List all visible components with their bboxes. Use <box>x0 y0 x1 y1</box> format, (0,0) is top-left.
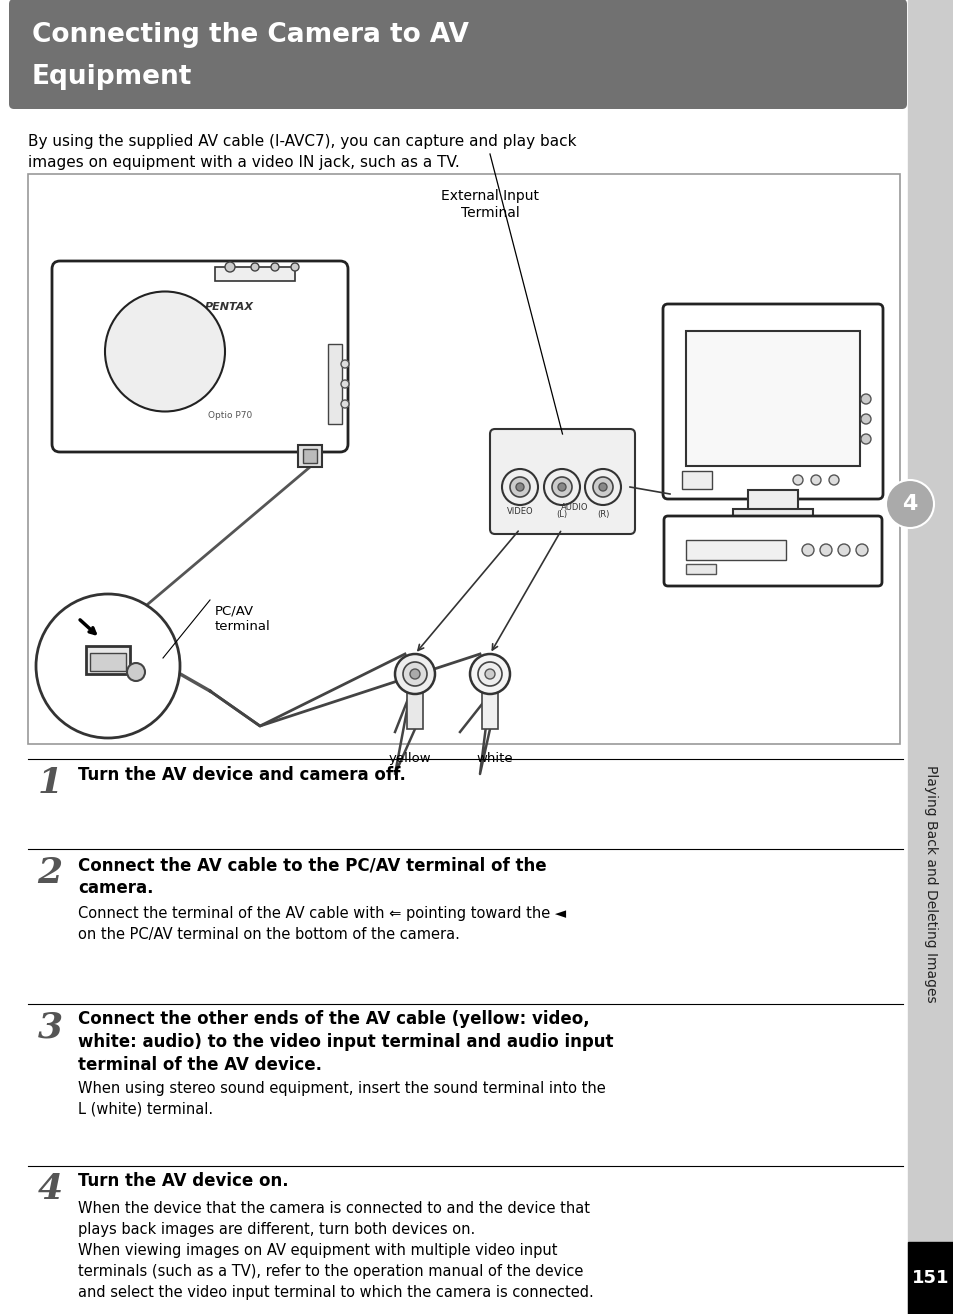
Circle shape <box>340 380 349 388</box>
Circle shape <box>510 477 530 497</box>
Circle shape <box>558 484 565 491</box>
Bar <box>28 173 899 744</box>
Circle shape <box>828 474 838 485</box>
Circle shape <box>861 434 870 444</box>
Bar <box>214 267 294 281</box>
Circle shape <box>861 414 870 424</box>
FancyBboxPatch shape <box>662 304 882 499</box>
Text: Equipment: Equipment <box>32 64 193 89</box>
Bar <box>86 646 130 674</box>
Bar <box>732 509 812 519</box>
Text: Playing Back and Deleting Images: Playing Back and Deleting Images <box>923 765 937 1003</box>
Bar <box>303 449 316 463</box>
Text: By using the supplied AV cable (I-AVC7), you can capture and play back
images on: By using the supplied AV cable (I-AVC7),… <box>28 134 576 170</box>
Circle shape <box>543 469 579 505</box>
Circle shape <box>340 360 349 368</box>
Circle shape <box>820 544 831 556</box>
Circle shape <box>410 669 419 679</box>
Text: PENTAX: PENTAX <box>205 302 253 311</box>
Bar <box>907 1242 953 1314</box>
Circle shape <box>291 263 298 271</box>
Circle shape <box>141 327 189 376</box>
Bar <box>681 470 711 489</box>
FancyBboxPatch shape <box>663 516 882 586</box>
Text: yellow: yellow <box>388 752 431 765</box>
Bar <box>407 679 422 729</box>
Circle shape <box>810 474 821 485</box>
Circle shape <box>470 654 510 694</box>
Circle shape <box>395 654 435 694</box>
Circle shape <box>593 477 613 497</box>
Text: Turn the AV device and camera off.: Turn the AV device and camera off. <box>78 766 405 784</box>
Text: 1: 1 <box>37 766 63 800</box>
Circle shape <box>801 544 813 556</box>
Bar <box>481 679 497 729</box>
Text: Connect the AV cable to the PC/AV terminal of the
camera.: Connect the AV cable to the PC/AV termin… <box>78 855 546 897</box>
Circle shape <box>251 263 258 271</box>
Text: External Input
Terminal: External Input Terminal <box>440 189 538 221</box>
Text: VIDEO: VIDEO <box>506 506 533 515</box>
Bar <box>685 564 716 574</box>
Circle shape <box>885 480 933 528</box>
Text: PC/AV
terminal: PC/AV terminal <box>214 604 271 633</box>
Circle shape <box>477 662 501 686</box>
Bar <box>747 490 797 512</box>
Text: Connecting the Camera to AV: Connecting the Camera to AV <box>32 22 468 49</box>
Circle shape <box>129 315 201 388</box>
Bar <box>328 344 341 424</box>
Text: Turn the AV device on.: Turn the AV device on. <box>78 1172 289 1190</box>
Bar <box>685 540 785 560</box>
Circle shape <box>271 263 278 271</box>
Circle shape <box>402 662 427 686</box>
Circle shape <box>598 484 606 491</box>
Circle shape <box>225 261 234 272</box>
FancyBboxPatch shape <box>9 0 906 109</box>
Circle shape <box>152 339 177 364</box>
Circle shape <box>36 594 180 738</box>
Circle shape <box>127 664 145 681</box>
Circle shape <box>855 544 867 556</box>
FancyBboxPatch shape <box>52 261 348 452</box>
Text: (R): (R) <box>597 511 609 519</box>
Circle shape <box>105 292 225 411</box>
Circle shape <box>837 544 849 556</box>
Text: AUDIO: AUDIO <box>560 502 588 511</box>
Text: When using stereo sound equipment, insert the sound terminal into the
L (white) : When using stereo sound equipment, inser… <box>78 1081 605 1117</box>
Text: white: white <box>476 752 513 765</box>
Circle shape <box>340 399 349 409</box>
FancyBboxPatch shape <box>490 428 635 533</box>
Circle shape <box>584 469 620 505</box>
Circle shape <box>484 669 495 679</box>
Bar <box>297 445 322 466</box>
Circle shape <box>117 304 213 399</box>
Circle shape <box>552 477 572 497</box>
Text: 151: 151 <box>911 1269 949 1286</box>
Circle shape <box>861 394 870 403</box>
Bar <box>685 331 859 466</box>
Text: (L): (L) <box>556 511 567 519</box>
Circle shape <box>501 469 537 505</box>
Text: When the device that the camera is connected to and the device that
plays back i: When the device that the camera is conne… <box>78 1201 593 1300</box>
Circle shape <box>516 484 523 491</box>
Text: 4: 4 <box>902 494 917 514</box>
Text: Connect the other ends of the AV cable (yellow: video,
white: audio) to the vide: Connect the other ends of the AV cable (… <box>78 1010 613 1074</box>
Text: 3: 3 <box>37 1010 63 1045</box>
Text: Optio P70: Optio P70 <box>208 411 252 420</box>
Text: Connect the terminal of the AV cable with ⇐ pointing toward the ◄
on the PC/AV t: Connect the terminal of the AV cable wit… <box>78 905 565 942</box>
Bar <box>90 653 126 671</box>
Bar <box>907 0 953 1314</box>
Text: 4: 4 <box>37 1172 63 1206</box>
Circle shape <box>792 474 802 485</box>
Text: 2: 2 <box>37 855 63 890</box>
